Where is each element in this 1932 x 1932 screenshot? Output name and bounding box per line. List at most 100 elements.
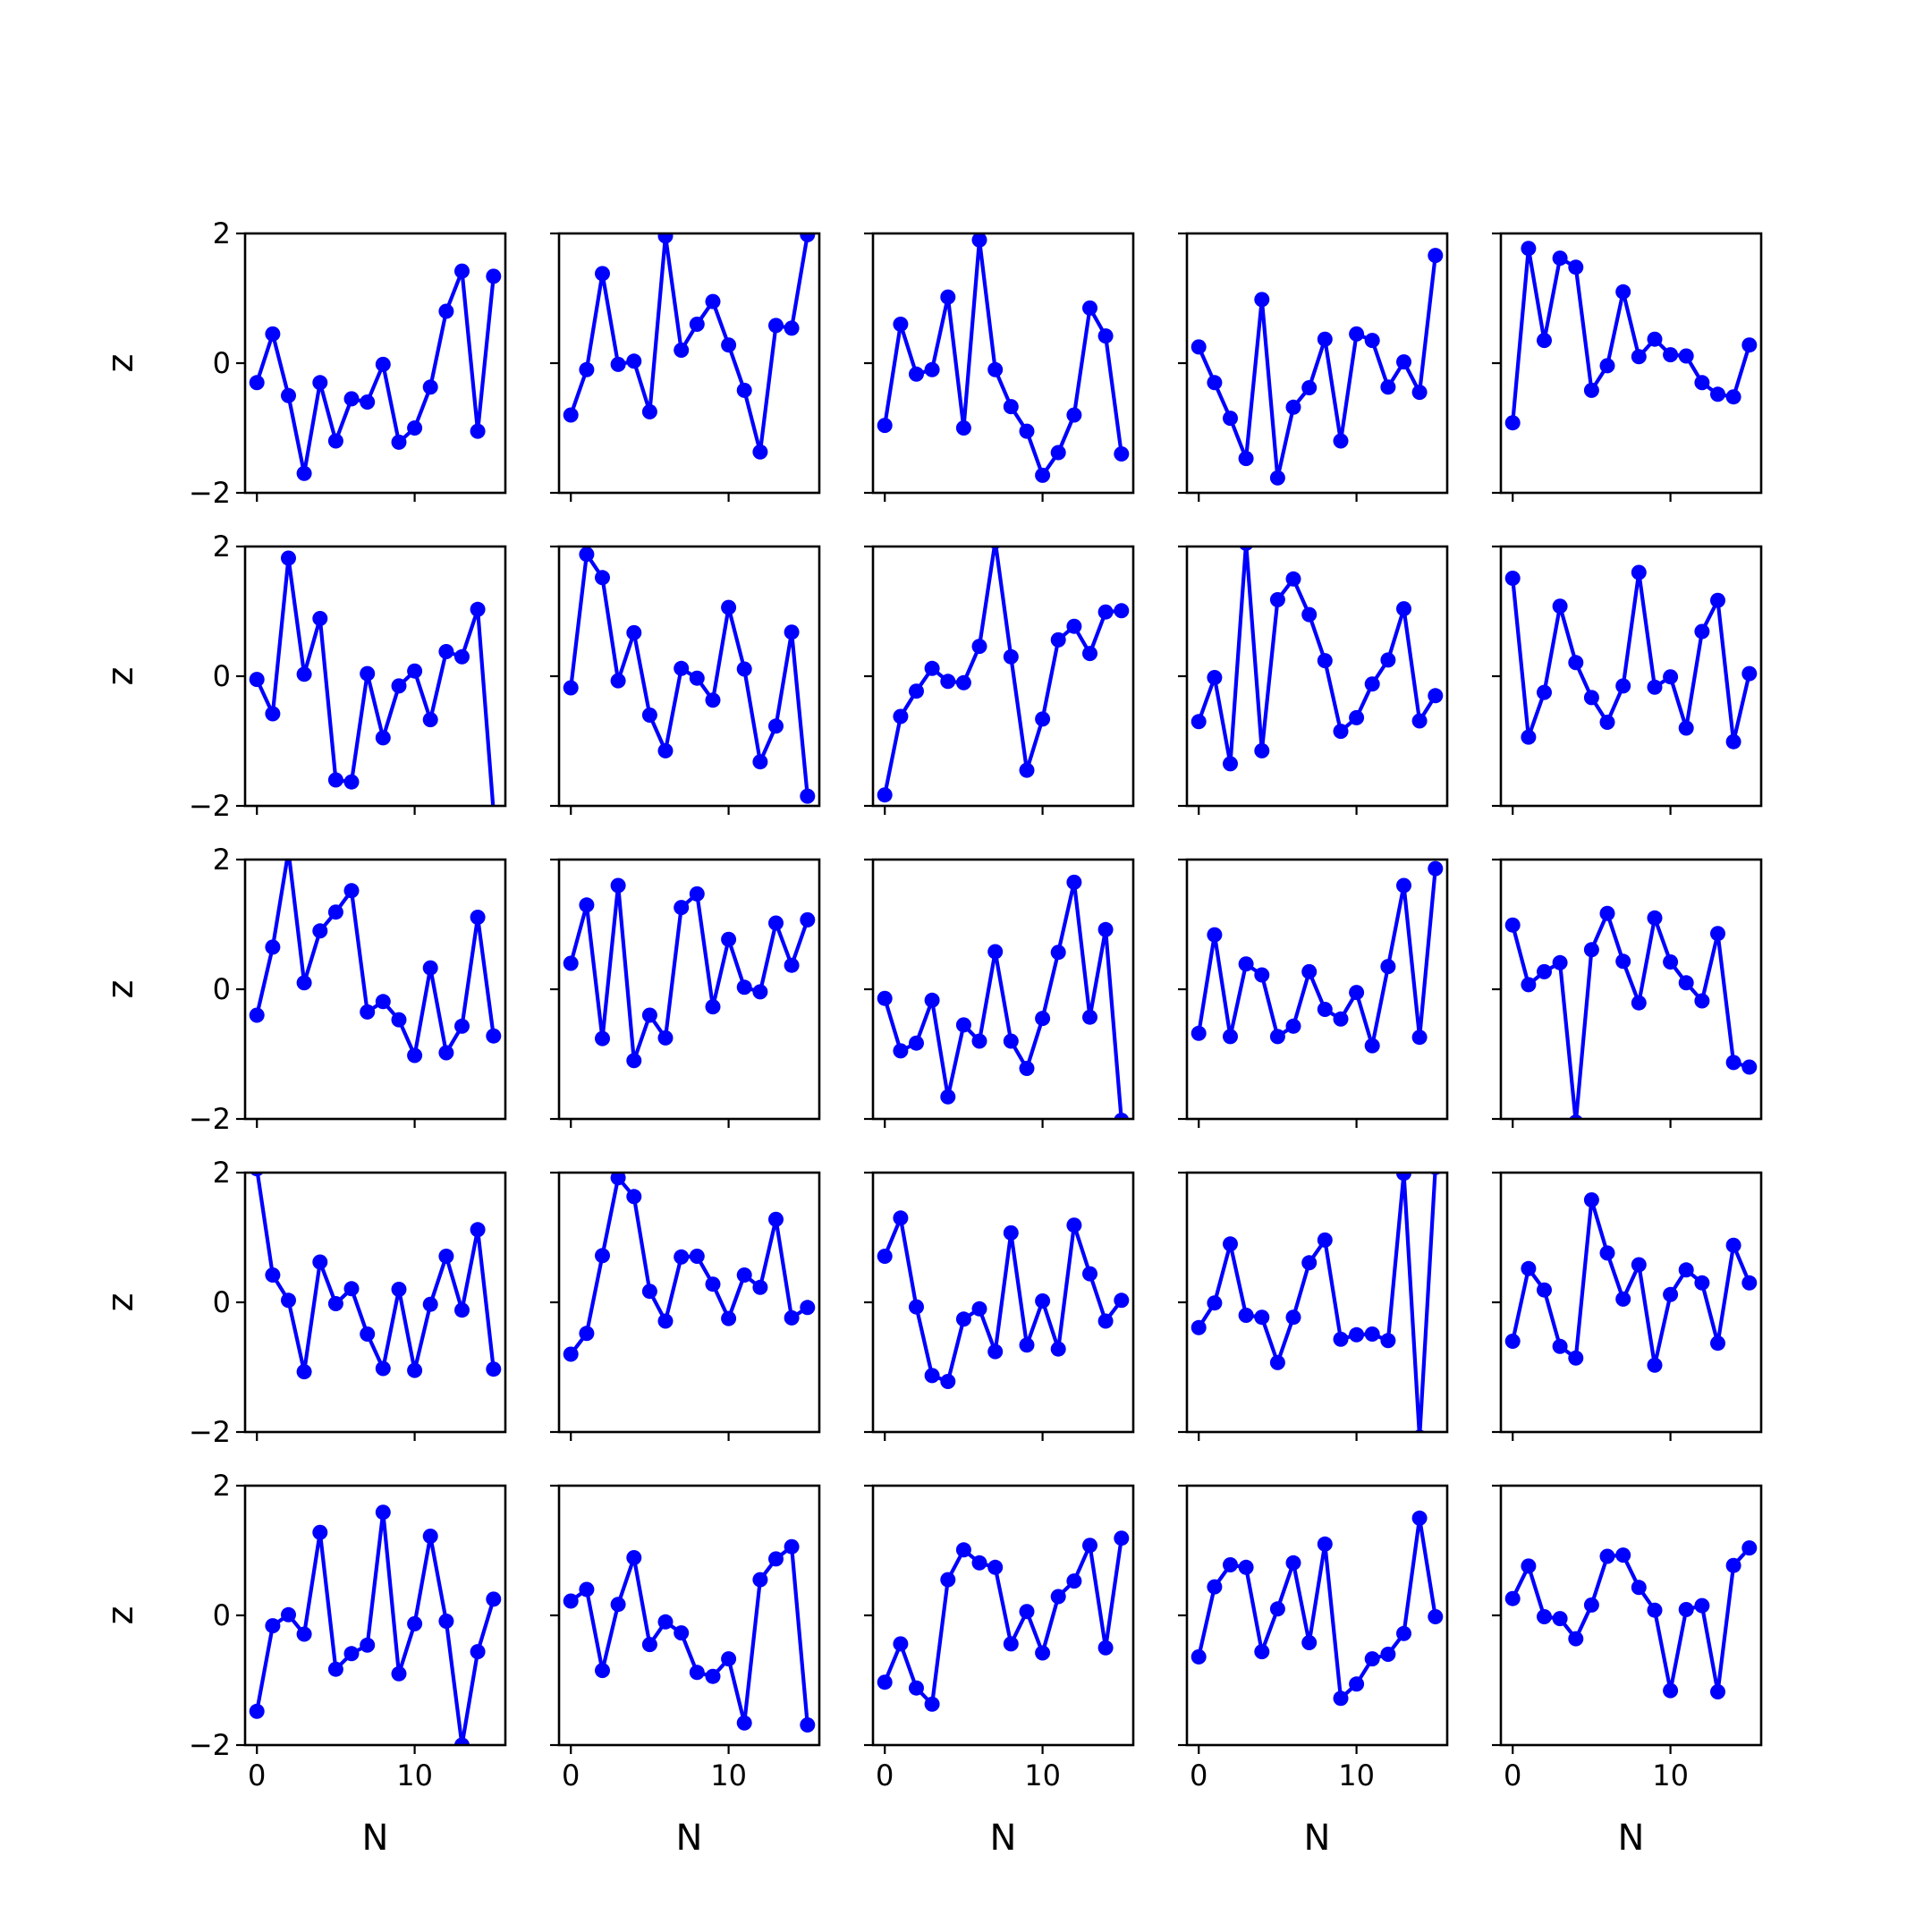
- data-point: [909, 683, 924, 699]
- data-point: [1615, 284, 1631, 300]
- data-point: [1254, 1309, 1270, 1326]
- data-point: [752, 754, 768, 770]
- data-point: [1301, 1635, 1318, 1650]
- data-point: [971, 639, 987, 655]
- data-point: [422, 1296, 438, 1312]
- data-point: [1521, 1558, 1537, 1574]
- panel-r4-c1: −2 0 2 z: [100, 1156, 507, 1449]
- x-tick-label: 0: [562, 1758, 580, 1792]
- data-point: [1694, 1275, 1710, 1291]
- y-tick-label: 0: [213, 1285, 231, 1319]
- data-point: [1066, 1573, 1082, 1589]
- data-point: [1254, 967, 1270, 983]
- data-point: [296, 666, 312, 682]
- data-point: [1207, 670, 1223, 685]
- data-point: [1678, 348, 1694, 364]
- data-point: [705, 293, 721, 309]
- data-point: [1317, 1002, 1333, 1017]
- data-point: [1599, 905, 1615, 921]
- series-line: [1511, 570, 1751, 744]
- data-point: [893, 317, 909, 332]
- series-line: [883, 880, 1123, 1119]
- y-axis-label: z: [100, 980, 141, 999]
- data-point: [641, 1637, 657, 1653]
- panel-data: [1191, 547, 1444, 772]
- data-point: [1428, 1609, 1444, 1624]
- data-point: [1238, 956, 1254, 972]
- y-tick-label: 2: [213, 1156, 231, 1190]
- x-tick-label: 10: [1024, 1758, 1061, 1792]
- data-point: [1568, 1350, 1584, 1366]
- data-point: [1631, 1580, 1647, 1596]
- data-point: [579, 1581, 595, 1597]
- x-tick-label: 0: [248, 1758, 266, 1792]
- data-point: [281, 550, 296, 566]
- data-point: [1269, 592, 1285, 607]
- panel-data: [563, 547, 816, 804]
- data-point: [1364, 1038, 1380, 1054]
- data-point: [987, 1559, 1004, 1575]
- data-point: [610, 1173, 626, 1186]
- data-point: [1035, 1293, 1051, 1309]
- data-point: [1285, 571, 1301, 587]
- data-point: [893, 708, 909, 724]
- data-point: [689, 1249, 705, 1264]
- data-point: [689, 886, 705, 902]
- data-point: [1003, 1224, 1019, 1241]
- data-point: [1583, 690, 1599, 706]
- data-point: [1663, 954, 1679, 970]
- data-point: [1380, 959, 1396, 975]
- data-point: [1521, 1260, 1537, 1276]
- data-point: [971, 233, 987, 248]
- data-point: [909, 1035, 924, 1051]
- series-line: [569, 1545, 809, 1725]
- x-tick-label: 10: [1338, 1758, 1375, 1792]
- x-axis-label: N: [1304, 1818, 1331, 1859]
- y-tick-label: 0: [213, 972, 231, 1006]
- data-point: [1019, 1061, 1035, 1076]
- data-point: [1254, 1644, 1270, 1660]
- data-point: [1097, 1640, 1114, 1656]
- data-point: [1599, 358, 1615, 374]
- data-point: [1207, 927, 1223, 943]
- data-point: [1396, 1173, 1411, 1182]
- data-point: [800, 911, 816, 928]
- data-point: [1223, 1236, 1238, 1252]
- y-tick-label: 2: [213, 843, 231, 877]
- data-point: [1380, 1333, 1396, 1349]
- data-point: [1710, 386, 1725, 402]
- data-point: [1364, 1651, 1380, 1667]
- data-point: [1647, 679, 1663, 695]
- data-point: [1114, 1530, 1130, 1546]
- data-point: [987, 944, 1004, 960]
- y-axis-label: z: [100, 354, 141, 373]
- data-point: [784, 1538, 800, 1555]
- data-point: [1238, 451, 1254, 467]
- data-point: [296, 465, 312, 481]
- data-point: [1066, 874, 1082, 890]
- y-tick-label: −2: [189, 1415, 231, 1449]
- data-point: [1050, 1589, 1066, 1605]
- data-point: [312, 611, 328, 626]
- data-point: [407, 663, 423, 679]
- data-point: [987, 361, 1004, 377]
- data-point: [877, 990, 893, 1006]
- data-point: [1333, 1331, 1349, 1347]
- data-point: [327, 1661, 343, 1677]
- data-point: [1380, 379, 1396, 395]
- data-point: [1694, 1597, 1710, 1614]
- data-point: [784, 624, 800, 640]
- data-point: [327, 433, 343, 449]
- data-point: [1411, 1030, 1428, 1046]
- data-point: [1678, 975, 1694, 991]
- data-point: [563, 680, 579, 696]
- data-point: [1663, 347, 1679, 363]
- panel-data: [1504, 241, 1758, 431]
- data-point: [987, 1343, 1004, 1360]
- data-point: [1364, 1326, 1380, 1342]
- series-line: [883, 238, 1123, 478]
- series-line: [255, 860, 496, 1058]
- data-point: [1552, 250, 1568, 267]
- data-point: [312, 375, 328, 391]
